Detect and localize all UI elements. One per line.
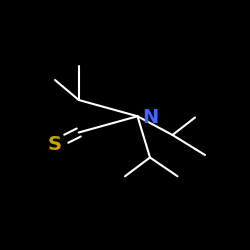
Text: N: N bbox=[142, 108, 158, 127]
Text: S: S bbox=[48, 136, 62, 154]
